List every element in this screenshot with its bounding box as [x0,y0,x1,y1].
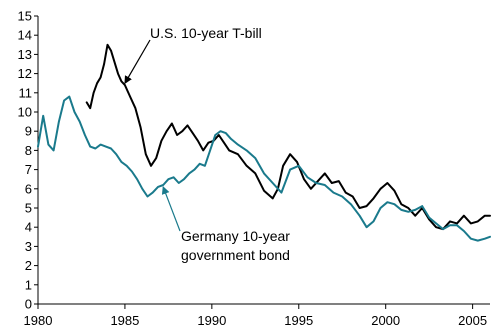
y-tick-label: 2 [25,258,32,273]
y-tick-label: 7 [25,162,32,177]
y-tick-label: 11 [19,85,33,100]
x-tick-label: 1995 [284,313,313,328]
us-series-line [85,43,491,231]
x-tick-label: 1980 [24,313,53,328]
y-tick-label: 15 [18,9,32,24]
x-tick-label: 1985 [110,313,139,328]
y-tick-label: 10 [18,105,32,120]
x-tick-label: 2000 [371,313,400,328]
annotation-layer: U.S. 10-year T-bill Germany 10-year gove… [124,25,290,263]
y-tick-label: 12 [18,66,32,81]
y-tick-label: 6 [25,181,32,196]
germany-series-label-line1: Germany 10-year [181,228,290,244]
y-tick-label: 5 [25,201,32,216]
y-tick-label: 0 [25,297,32,312]
germany-series-line [37,95,491,242]
y-tick-label: 3 [25,239,32,254]
y-tick-label: 4 [25,220,32,235]
us-series-label: U.S. 10-year T-bill [150,25,262,41]
germany-label-arrow [161,186,181,232]
germany-series-label-line2: government bond [181,247,290,263]
series-layer [37,43,491,242]
y-tick-label: 13 [18,47,32,62]
y-tick-label: 8 [25,143,32,158]
y-tick-label: 1 [25,277,32,292]
x-tick-label: 2005 [458,313,487,328]
x-tick-label: 1990 [197,313,226,328]
us-label-arrow [124,39,151,85]
y-tick-label: 9 [25,124,32,139]
y-tick-label: 14 [18,28,32,43]
